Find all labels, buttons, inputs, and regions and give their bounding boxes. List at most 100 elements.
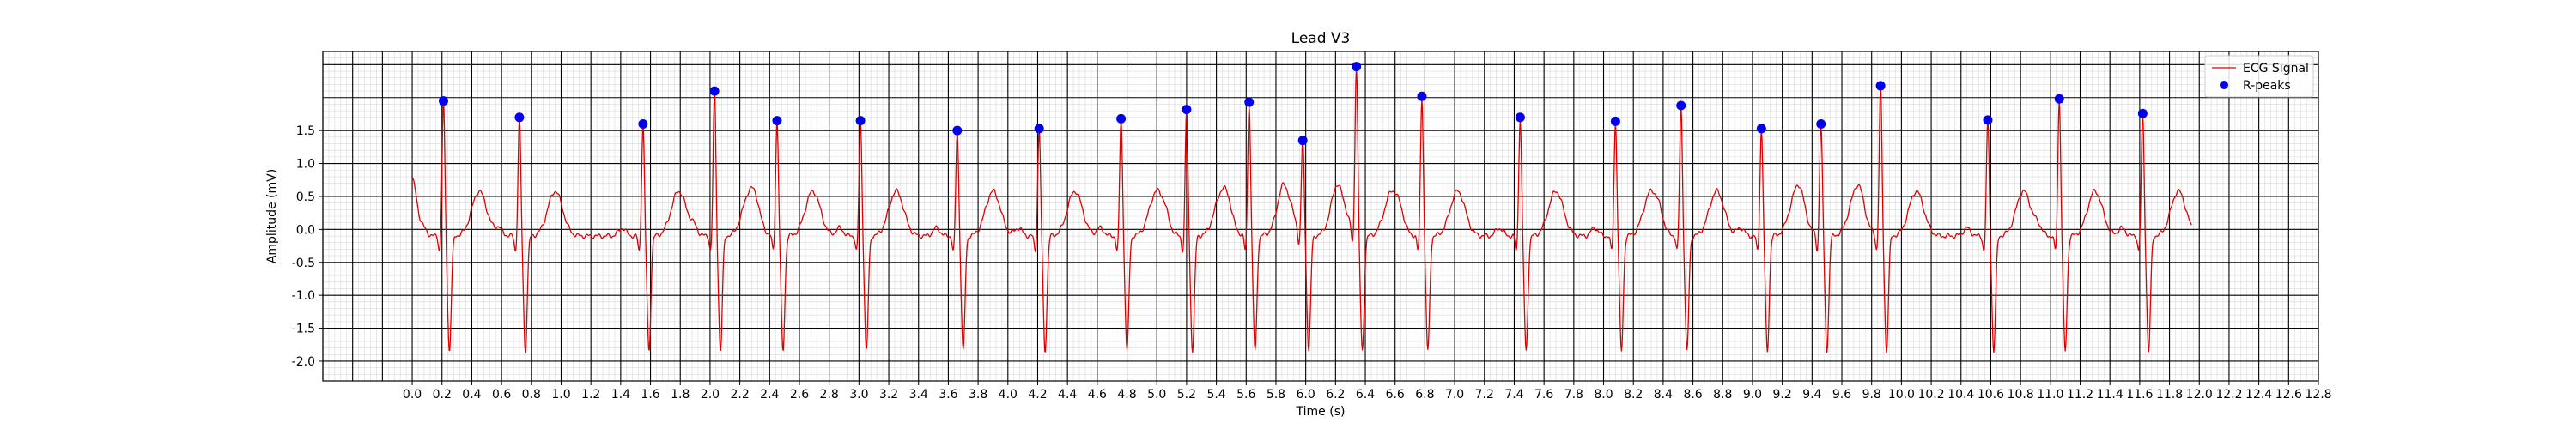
- chart-legend: ECG Signal R-peaks: [2204, 55, 2314, 98]
- x-tick-label: 1.4: [611, 388, 630, 402]
- x-tick-label: 4.6: [1088, 388, 1107, 402]
- x-tick-label: 12.6: [2275, 388, 2302, 402]
- x-axis-label: Time (s): [1296, 405, 1346, 419]
- x-tick-label: 0.0: [403, 388, 422, 402]
- x-tick-label: 8.4: [1654, 388, 1673, 402]
- x-tick-label: 0.2: [433, 388, 452, 402]
- x-axis-ticks: 0.0 0.2 0.4 0.6 0.8 1.0 1.2 1.4 1.6 1.8 2.0 2.2 2.4 2…: [403, 381, 2332, 402]
- minor-grid: [322, 51, 2319, 382]
- x-tick-label: 2.4: [760, 388, 779, 402]
- x-tick-label: 4.4: [1058, 388, 1077, 402]
- legend-box: [2204, 55, 2314, 98]
- r-peak-marker: [952, 125, 963, 136]
- r-peak-marker: [1297, 136, 1308, 146]
- r-peak-marker: [438, 96, 448, 106]
- x-tick-label: 4.2: [1028, 388, 1047, 402]
- x-tick-label: 3.0: [849, 388, 868, 402]
- y-tick-label: -2.0: [292, 355, 315, 369]
- x-tick-label: 10.4: [1947, 388, 1974, 402]
- x-tick-label: 5.8: [1267, 388, 1285, 402]
- x-tick-label: 2.6: [790, 388, 809, 402]
- x-tick-label: 6.6: [1386, 388, 1405, 402]
- y-tick-label: 1.0: [296, 158, 315, 172]
- x-tick-label: 3.2: [879, 388, 898, 402]
- x-tick-label: 6.0: [1297, 388, 1315, 402]
- y-tick-label: -0.5: [292, 257, 315, 270]
- x-tick-label: 1.8: [671, 388, 690, 402]
- x-tick-label: 2.8: [820, 388, 839, 402]
- x-tick-label: 12.4: [2245, 388, 2272, 402]
- r-peak-marker: [1875, 81, 1886, 91]
- x-tick-label: 5.0: [1147, 388, 1166, 402]
- x-tick-label: 0.4: [462, 388, 481, 402]
- x-tick-label: 12.2: [2215, 388, 2242, 402]
- x-tick-label: 1.0: [551, 388, 570, 402]
- x-tick-label: 7.4: [1504, 388, 1523, 402]
- r-peak-marker: [1034, 124, 1044, 134]
- x-tick-label: 11.6: [2126, 388, 2153, 402]
- x-tick-label: 8.2: [1624, 388, 1643, 402]
- r-peak-marker: [1417, 91, 1427, 101]
- x-tick-label: 2.0: [701, 388, 720, 402]
- x-tick-label: 12.8: [2305, 388, 2331, 402]
- x-tick-label: 6.2: [1326, 388, 1345, 402]
- r-peak-marker: [1116, 113, 1127, 124]
- r-peak-marker: [1610, 116, 1620, 126]
- x-tick-label: 7.6: [1534, 388, 1553, 402]
- r-peak-marker: [772, 116, 782, 126]
- x-tick-label: 5.6: [1236, 388, 1255, 402]
- r-peak-marker: [514, 112, 525, 123]
- x-tick-label: 0.6: [492, 388, 511, 402]
- x-tick-label: 9.4: [1802, 388, 1821, 402]
- x-tick-label: 9.6: [1832, 388, 1851, 402]
- x-tick-label: 11.0: [2037, 388, 2063, 402]
- chart-title: Lead V3: [1291, 30, 1351, 47]
- x-tick-label: 3.6: [939, 388, 957, 402]
- r-peak-marker: [1182, 105, 1192, 115]
- x-tick-label: 7.0: [1445, 388, 1464, 402]
- r-peak-marker: [1756, 124, 1766, 134]
- x-tick-label: 7.2: [1475, 388, 1494, 402]
- x-tick-label: 3.4: [909, 388, 928, 402]
- x-tick-label: 10.6: [1978, 388, 2004, 402]
- r-peak-marker: [855, 116, 866, 126]
- x-tick-label: 10.8: [2008, 388, 2034, 402]
- y-tick-label: 0.0: [296, 223, 315, 237]
- x-tick-label: 1.6: [641, 388, 659, 402]
- legend-r-peak-label: R-peaks: [2243, 79, 2291, 93]
- r-peak-marker: [1676, 100, 1686, 111]
- x-tick-label: 10.2: [1917, 388, 1944, 402]
- x-tick-label: 9.0: [1743, 388, 1762, 402]
- r-peak-marker: [2137, 108, 2148, 118]
- r-peak-marker: [1816, 118, 1826, 129]
- x-tick-label: 3.8: [969, 388, 987, 402]
- x-tick-label: 9.8: [1862, 388, 1881, 402]
- ecg-signal-line: [411, 65, 2192, 354]
- plot-frame: [322, 51, 2319, 382]
- y-axis-ticks: -2.0 -1.5 -1.0 -0.5 0.0 0.5 1.0 1.5: [292, 124, 323, 369]
- r-peak-marker: [1352, 62, 1362, 72]
- ecg-signal-layer: [411, 65, 2192, 354]
- y-tick-label: -1.5: [292, 323, 315, 336]
- x-tick-label: 10.0: [1888, 388, 1915, 402]
- x-tick-label: 1.2: [581, 388, 600, 402]
- x-tick-label: 12.0: [2186, 388, 2213, 402]
- r-peak-marker: [709, 86, 720, 96]
- y-axis-label: Amplitude (mV): [265, 169, 279, 263]
- x-tick-label: 8.6: [1683, 388, 1702, 402]
- x-tick-label: 4.8: [1117, 388, 1136, 402]
- x-tick-label: 5.2: [1177, 388, 1196, 402]
- x-tick-label: 11.4: [2097, 388, 2123, 402]
- y-tick-label: 1.5: [296, 124, 315, 138]
- r-peak-marker: [2054, 94, 2064, 104]
- x-tick-label: 11.8: [2156, 388, 2183, 402]
- y-tick-label: -1.0: [292, 289, 315, 303]
- x-tick-label: 6.4: [1356, 388, 1375, 402]
- x-tick-label: 0.8: [522, 388, 541, 402]
- r-peaks-layer: [438, 62, 2148, 146]
- y-tick-label: 0.5: [296, 190, 315, 204]
- x-tick-label: 6.8: [1415, 388, 1434, 402]
- x-tick-label: 11.2: [2067, 388, 2093, 402]
- r-peak-marker: [1983, 115, 1993, 125]
